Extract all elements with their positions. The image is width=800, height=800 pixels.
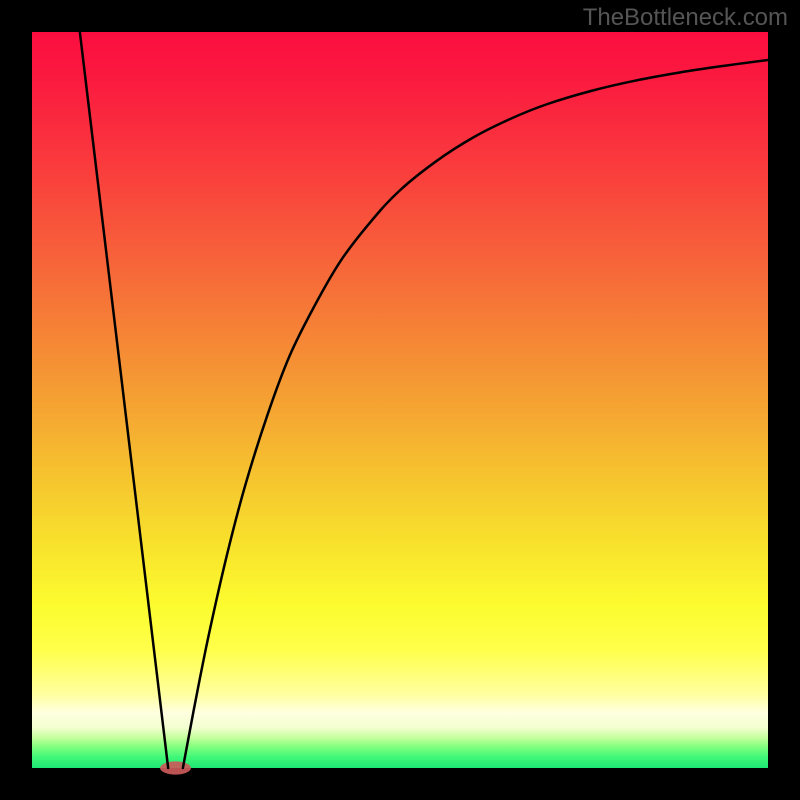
chart-container: TheBottleneck.com: [0, 0, 800, 800]
minimum-marker: [160, 761, 191, 774]
bottleneck-chart: [0, 0, 800, 800]
watermark-text: TheBottleneck.com: [583, 4, 788, 32]
plot-background: [32, 32, 768, 768]
